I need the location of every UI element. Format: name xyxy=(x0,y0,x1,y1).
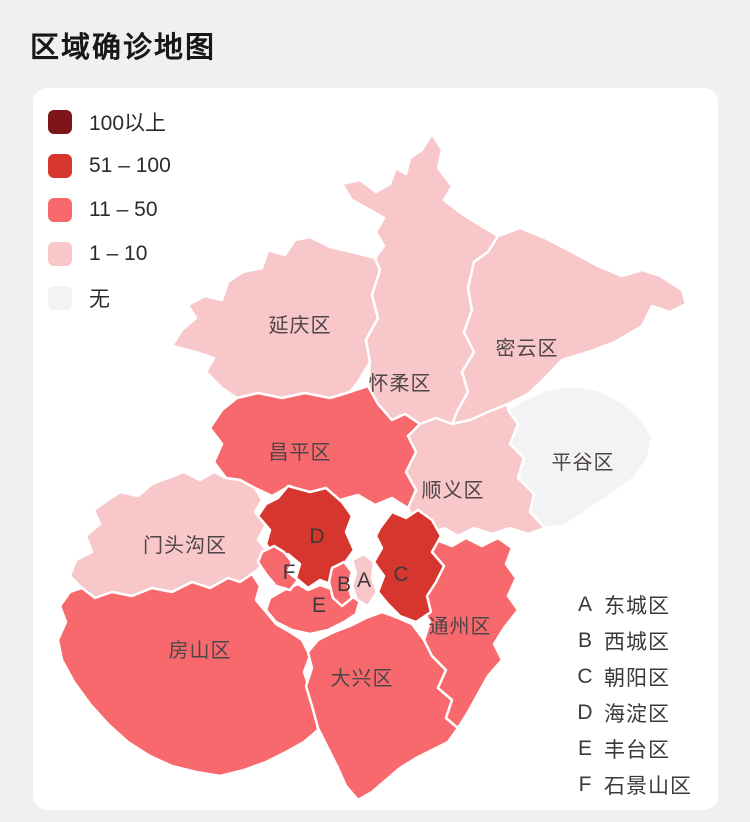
legend-label: 1 – 10 xyxy=(89,242,148,265)
key-item-b: B 西城区 xyxy=(572,623,692,659)
key-letter: B xyxy=(577,629,592,652)
district-key: A 东城区 B 西城区 C 朝阳区 D 海淀区 E 丰台区 F 石景山区 xyxy=(572,587,692,803)
district-xicheng[interactable] xyxy=(327,560,354,608)
key-letter: A xyxy=(577,593,592,616)
legend-swatch-none xyxy=(48,286,72,310)
legend-swatch-1-10 xyxy=(48,242,72,266)
legend-item-gt100: 100以上 xyxy=(48,110,171,135)
key-letter: F xyxy=(578,773,592,796)
legend-label: 无 xyxy=(89,288,110,311)
key-item-e: E 丰台区 xyxy=(572,731,692,767)
key-item-d: D 海淀区 xyxy=(572,695,692,731)
district-dongcheng[interactable] xyxy=(350,552,379,608)
district-haidian[interactable] xyxy=(256,484,356,590)
legend-swatch-51-100 xyxy=(48,154,72,178)
legend-swatch-11-50 xyxy=(48,198,72,222)
page-title: 区域确诊地图 xyxy=(30,32,217,64)
legend-item-51-100: 51 – 100 xyxy=(48,154,171,178)
key-letter: D xyxy=(577,701,593,724)
legend-swatch-gt100 xyxy=(48,110,72,134)
legend-label: 100以上 xyxy=(89,112,167,135)
legend: 100以上 51 – 100 11 – 50 1 – 10 无 xyxy=(48,110,171,311)
district-yanqing[interactable] xyxy=(170,235,382,400)
district-daxing[interactable] xyxy=(304,610,460,802)
key-letter: E xyxy=(577,737,592,760)
key-letter: C xyxy=(577,665,593,688)
key-item-a: A 东城区 xyxy=(572,587,692,623)
legend-label: 51 – 100 xyxy=(89,154,171,177)
key-name: 石景山区 xyxy=(604,775,692,798)
key-name: 东城区 xyxy=(604,595,670,618)
key-name: 朝阳区 xyxy=(604,667,670,690)
legend-label: 11 – 50 xyxy=(89,198,158,221)
district-tongzhou[interactable] xyxy=(412,536,520,730)
legend-item-1-10: 1 – 10 xyxy=(48,242,171,266)
legend-item-11-50: 11 – 50 xyxy=(48,198,171,222)
key-name: 西城区 xyxy=(604,631,670,654)
key-item-c: C 朝阳区 xyxy=(572,659,692,695)
district-shijingshan[interactable] xyxy=(256,544,300,592)
district-mentougou[interactable] xyxy=(68,470,270,600)
key-name: 丰台区 xyxy=(604,739,670,762)
district-miyun[interactable] xyxy=(450,226,688,426)
key-name: 海淀区 xyxy=(604,703,670,726)
legend-item-none: 无 xyxy=(48,286,171,311)
district-chaoyang[interactable] xyxy=(372,508,446,624)
key-item-f: F 石景山区 xyxy=(572,767,692,803)
